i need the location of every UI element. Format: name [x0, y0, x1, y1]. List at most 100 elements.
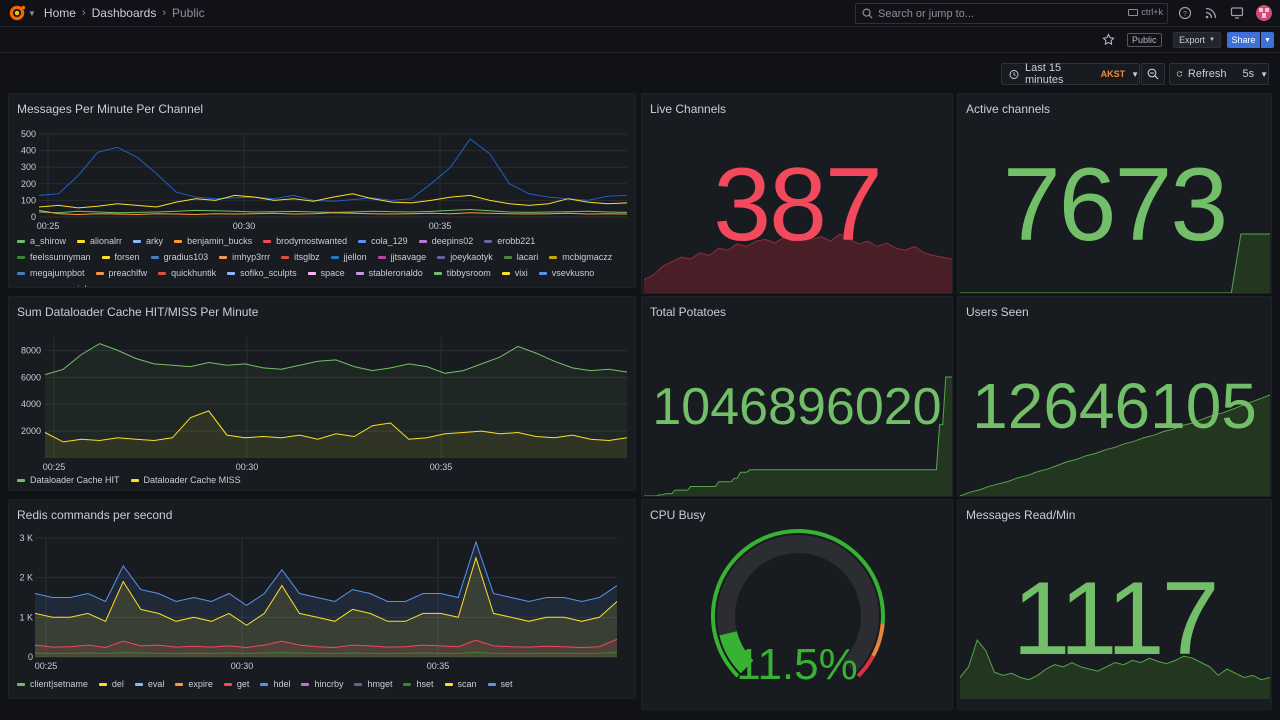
legend-item[interactable]: megajumpbot: [17, 265, 85, 281]
legend-label: sofiko_sculpts: [240, 268, 297, 278]
legend-item[interactable]: brodymostwanted: [263, 233, 347, 249]
legend-item[interactable]: alionalrr: [77, 233, 122, 249]
star-icon[interactable]: [1102, 33, 1115, 46]
panel-users-seen[interactable]: Users Seen 12646105: [957, 296, 1272, 497]
y-tick-label: 100: [21, 195, 36, 205]
legend-item[interactable]: hset: [403, 676, 434, 692]
share-button[interactable]: Share: [1227, 32, 1260, 48]
series-area: [35, 557, 617, 657]
legend-item[interactable]: xans: [17, 281, 49, 287]
legend-label: vsevkusno: [551, 268, 595, 278]
rss-icon[interactable]: [1204, 6, 1218, 20]
legend-item[interactable]: eval: [134, 676, 165, 692]
legend-item[interactable]: arky: [133, 233, 163, 249]
share-dropdown-button[interactable]: ▼: [1261, 32, 1274, 48]
legend-item[interactable]: joeykaotyk: [437, 249, 493, 265]
legend-item[interactable]: expire: [175, 676, 213, 692]
panel-redis-commands[interactable]: Redis commands per second 0 1 K 2 K 3 K 00:2…: [8, 499, 636, 699]
legend-swatch: [281, 255, 290, 259]
panel-messages-read[interactable]: Messages Read/Min 1117: [957, 499, 1272, 710]
legend-item[interactable]: vsevkusno: [538, 265, 595, 281]
zoom-out-button[interactable]: [1141, 63, 1165, 85]
legend-item[interactable]: scan: [444, 676, 477, 692]
stat-value: 7673: [1002, 147, 1228, 263]
legend-swatch: [354, 682, 363, 686]
legend-item[interactable]: hmget: [354, 676, 392, 692]
legend-item[interactable]: get: [223, 676, 249, 692]
chevron-down-icon[interactable]: ▼: [28, 8, 36, 18]
time-range-picker[interactable]: Last 15 minutes AKST ▼: [1001, 62, 1140, 86]
legend-item[interactable]: imhyp3rrr: [219, 249, 270, 265]
search-input[interactable]: Search or jump to... ctrl+k: [855, 3, 1168, 24]
breadcrumb-home[interactable]: Home: [43, 6, 76, 20]
series-line-Dataloader Cache MISS: [44, 410, 628, 443]
panel-dataloader-cache[interactable]: Sum Dataloader Cache HIT/MISS Per Minute…: [8, 296, 636, 491]
legend-item[interactable]: a_shirow: [17, 233, 66, 249]
x-tick-label: 00:30: [231, 661, 254, 671]
export-button[interactable]: Export ▼: [1173, 32, 1221, 48]
y-tick-label: 2000: [21, 426, 41, 436]
monitor-icon[interactable]: [1230, 6, 1244, 20]
legend-label: lacari: [516, 252, 539, 262]
legend-swatch: [437, 255, 446, 259]
legend-item[interactable]: client|setname: [17, 676, 88, 692]
legend-item[interactable]: vixi: [501, 265, 528, 281]
breadcrumb-dashboards[interactable]: Dashboards: [91, 6, 157, 20]
legend-swatch: [433, 271, 442, 275]
chart-legend: Dataloader Cache HIT Dataloader Cache MIS…: [17, 472, 629, 488]
messages-read-sparkline: [959, 638, 1271, 699]
shortcut-label: ctrl+k: [1141, 7, 1163, 17]
panel-live-channels[interactable]: Live Channels 387: [641, 93, 953, 294]
legend-item[interactable]: space: [307, 265, 345, 281]
legend-item[interactable]: forsen: [101, 249, 140, 265]
grafana-logo-icon[interactable]: [8, 4, 26, 22]
series-line-Dataloader Cache HIT: [44, 343, 628, 376]
legend-item[interactable]: cola_129: [358, 233, 408, 249]
legend-item[interactable]: del: [98, 676, 124, 692]
panel-total-potatoes[interactable]: Total Potatoes 1046896020: [641, 296, 953, 497]
legend-label: mcbigmaczz: [562, 252, 613, 262]
legend-label: space: [320, 268, 345, 278]
legend-item[interactable]: deepins02: [418, 233, 473, 249]
legend-item[interactable]: benjamin_bucks: [174, 233, 252, 249]
panel-cpu-busy[interactable]: CPU Busy 11.5%: [641, 499, 953, 710]
y-tick-label: 0: [31, 212, 36, 222]
legend-item[interactable]: preachlfw: [95, 265, 147, 281]
panel-messages-per-minute[interactable]: Messages Per Minute Per Channel 0 100 200 3…: [8, 93, 636, 288]
sparkline-line: [644, 376, 952, 496]
avatar[interactable]: [1256, 5, 1272, 21]
legend-swatch: [130, 478, 139, 482]
chevron-down-icon: ▼: [1264, 36, 1271, 44]
refresh-interval-select[interactable]: 5s: [1242, 68, 1255, 80]
series-line-hset: [34, 651, 618, 654]
legend-item[interactable]: stableronaldo: [355, 265, 423, 281]
sparkline-area: [960, 640, 1270, 699]
legend-item[interactable]: lacari: [503, 249, 539, 265]
breadcrumb-current: Public: [172, 6, 205, 20]
legend-label: itsglbz: [294, 252, 320, 262]
refresh-button[interactable]: Refresh 5s ▼: [1169, 63, 1269, 85]
legend-item[interactable]: tibbysroom: [433, 265, 491, 281]
legend-item[interactable]: xqc: [111, 281, 138, 287]
legend-label: eval: [147, 679, 165, 689]
legend-item[interactable]: Dataloader Cache HIT: [17, 472, 120, 488]
legend-item[interactable]: jjtsavage: [377, 249, 426, 265]
legend-label: megajumpbot: [30, 268, 85, 278]
legend-item[interactable]: mcbigmaczz: [549, 249, 612, 265]
legend-item[interactable]: erobb221: [484, 233, 535, 249]
legend-item[interactable]: gradius103: [150, 249, 208, 265]
legend-item[interactable]: hincrby: [301, 676, 343, 692]
legend-item[interactable]: quickhuntik: [158, 265, 216, 281]
legend-item[interactable]: feelssunnyman: [17, 249, 91, 265]
legend-item[interactable]: hdel: [260, 676, 290, 692]
legend-swatch: [60, 288, 68, 289]
help-icon[interactable]: ?: [1178, 6, 1192, 20]
panel-title: Total Potatoes: [650, 305, 727, 319]
legend-item[interactable]: set: [487, 676, 513, 692]
legend-item[interactable]: jjellon: [330, 249, 367, 265]
legend-item[interactable]: itsglbz: [281, 249, 320, 265]
legend-item[interactable]: xjulxss: [60, 281, 100, 289]
panel-active-channels[interactable]: Active channels 7673: [957, 93, 1272, 294]
legend-item[interactable]: Dataloader Cache MISS: [130, 472, 241, 488]
legend-item[interactable]: sofiko_sculpts: [227, 265, 297, 281]
